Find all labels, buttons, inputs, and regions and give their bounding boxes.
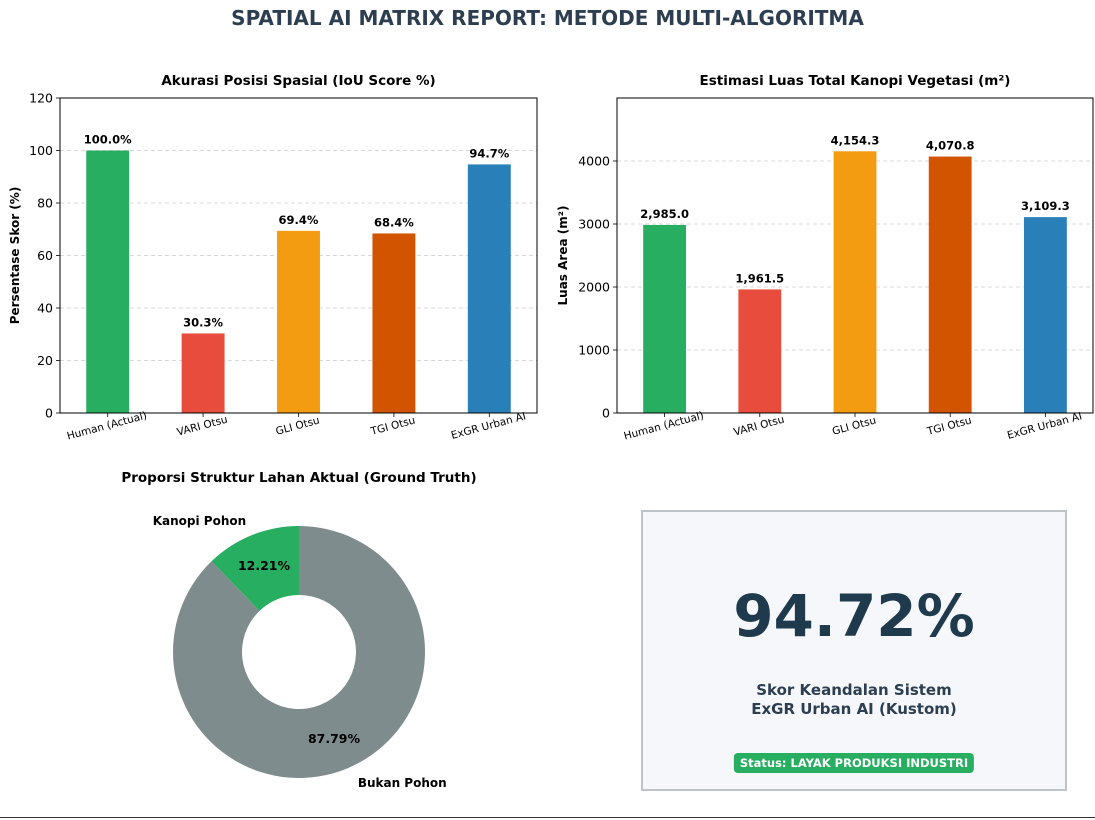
data-label: 4,154.3 bbox=[831, 133, 880, 147]
reliability-score-method: ExGR Urban AI (Kustom) bbox=[751, 700, 957, 718]
canopy-area-bar-chart: 2,985.0 Human (Actual) 1,961.5 VARI Otsu 4,1… bbox=[556, 73, 1094, 443]
bar bbox=[467, 164, 511, 413]
donut-slice bbox=[173, 526, 426, 778]
data-label: 94.7% bbox=[469, 146, 509, 160]
bar bbox=[1023, 217, 1067, 413]
data-label: 68.4% bbox=[374, 215, 414, 229]
y-tick-label: 40 bbox=[37, 301, 53, 316]
iou-bar-chart: 100.0%Human (Actual)30.3%VARI Otsu69.4%G… bbox=[8, 73, 538, 443]
y-tick-label: 60 bbox=[37, 248, 53, 263]
y-tick-label: 3000 bbox=[578, 217, 610, 232]
data-label: 4,070.8 bbox=[926, 139, 975, 153]
y-tick-label: 0 bbox=[45, 406, 53, 421]
bar bbox=[833, 151, 877, 413]
x-tick-label: VARI Otsu bbox=[732, 414, 785, 439]
x-tick-label: Human (Actual) bbox=[623, 410, 706, 443]
bar bbox=[643, 224, 687, 413]
slice-percent-label: 12.21% bbox=[238, 558, 291, 573]
x-tick-label: TGI Otsu bbox=[925, 414, 973, 438]
bar bbox=[86, 150, 130, 413]
chart-title: Akurasi Posisi Spasial (IoU Score %) bbox=[161, 73, 435, 89]
data-label: 69.4% bbox=[279, 213, 319, 227]
y-axis-label: Luas Area (m²) bbox=[556, 206, 570, 306]
data-label: 30.3% bbox=[183, 315, 223, 329]
donut-slice bbox=[211, 526, 299, 611]
slice-label: Bukan Pohon bbox=[358, 776, 447, 790]
y-tick-label: 4000 bbox=[578, 154, 610, 169]
plot-frame bbox=[616, 97, 1094, 414]
land-proportion-donut-chart: Proporsi Struktur Lahan Aktual (Ground T… bbox=[121, 470, 476, 790]
reliability-score-card: 94.72% Skor Keandalan Sistem ExGR Urban … bbox=[641, 510, 1067, 791]
status-badge: Status: LAYAK PRODUKSI INDUSTRI bbox=[733, 753, 975, 773]
y-tick-label: 20 bbox=[37, 353, 53, 368]
data-label: 3,109.3 bbox=[1021, 199, 1070, 213]
y-tick-label: 100 bbox=[29, 143, 53, 158]
y-tick-label: 1000 bbox=[578, 343, 610, 358]
x-tick-label: ExGR Urban AI bbox=[1006, 410, 1083, 442]
data-label: 100.0% bbox=[84, 133, 132, 147]
slice-label: Kanopi Pohon bbox=[153, 514, 246, 528]
chart-title: Estimasi Luas Total Kanopi Vegetasi (m²) bbox=[700, 73, 1011, 89]
bar bbox=[738, 289, 782, 413]
reliability-score-value: 94.72% bbox=[733, 582, 975, 650]
x-tick-label: GLI Otsu bbox=[831, 414, 878, 437]
y-axis-label: Persentase Skor (%) bbox=[8, 187, 22, 325]
data-label: 2,985.0 bbox=[640, 207, 689, 221]
data-label: 1,961.5 bbox=[735, 271, 784, 285]
y-tick-label: 0 bbox=[602, 406, 610, 421]
reliability-score-label: Skor Keandalan Sistem bbox=[756, 681, 952, 699]
slice-percent-label: 87.79% bbox=[308, 731, 361, 746]
page-title: SPATIAL AI MATRIX REPORT: METODE MULTI-A… bbox=[231, 6, 864, 30]
y-tick-label: 2000 bbox=[578, 280, 610, 295]
bar bbox=[277, 230, 320, 413]
bar bbox=[928, 156, 972, 413]
y-tick-label: 120 bbox=[29, 91, 53, 106]
bottom-divider bbox=[0, 817, 1095, 818]
y-tick-label: 80 bbox=[37, 196, 53, 211]
chart-title: Proporsi Struktur Lahan Aktual (Ground T… bbox=[121, 470, 476, 486]
bar bbox=[372, 233, 416, 413]
bar bbox=[181, 333, 225, 413]
